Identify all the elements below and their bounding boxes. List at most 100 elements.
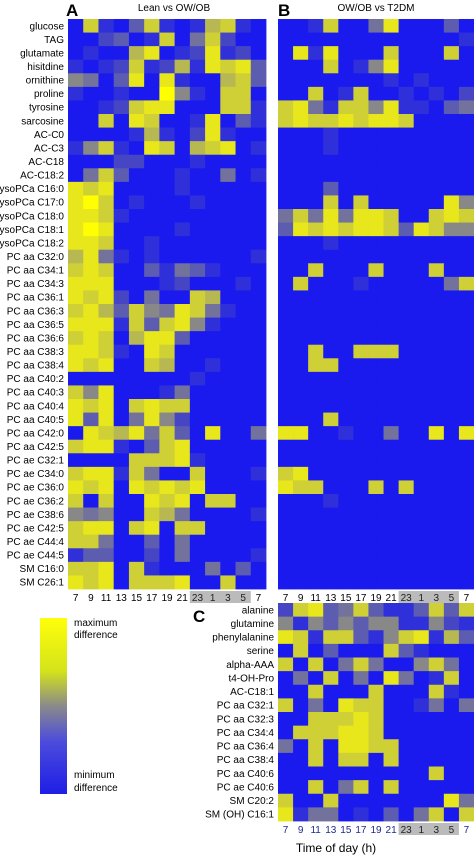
panel-c-cell-pc-aa-c34-4-t13 xyxy=(323,725,339,740)
panel-b-cell-lysopca-c16-0-t11 xyxy=(308,181,324,196)
panel-a-cell-sm-c26-1-t5 xyxy=(235,575,252,590)
panel-a-cell-pc-aa-c36-5-t19 xyxy=(159,317,176,332)
panel-a-row-label-pc-aa-c38-4: PC aa C38:4 xyxy=(7,361,65,372)
panel-a-cell-pc-aa-c42-5-t7-end xyxy=(250,439,267,454)
panel-c-cell-pc-aa-c36-4-t17 xyxy=(353,739,369,754)
panel-b-cell-pc-aa-c36-5-t19 xyxy=(368,317,384,332)
panel-a-row-label-pc-aa-c40-2: PC aa C40:2 xyxy=(7,374,65,385)
panel-c-cell-glutamine-t1 xyxy=(413,616,430,631)
panel-b-cell-pc-aa-c42-0-t9 xyxy=(293,426,309,441)
panel-b-cell-tyrosine-t11 xyxy=(308,100,324,115)
panel-a-cell-sm-c26-1-t17 xyxy=(144,575,160,590)
panel-a-row-label-lysopca-c18-2: lysoPCa C18:2 xyxy=(0,238,64,249)
panel-a-cell-pc-aa-c40-2-t17 xyxy=(144,371,160,386)
panel-b-cell-glutamate-t11 xyxy=(308,46,324,61)
panel-b-cell-pc-aa-c42-0-t23 xyxy=(398,426,415,441)
panel-b-cell-tyrosine-t9 xyxy=(293,100,309,115)
panel-b-cell-ac-c3-t21 xyxy=(383,141,400,156)
panel-a-cell-pc-ae-c36-2-t15 xyxy=(128,494,145,508)
panel-a-row-label-ac-c18-2: AC-C18:2 xyxy=(20,171,64,182)
panel-b-cell-ac-c3-t15 xyxy=(338,141,354,156)
panel-a-cell-pc-aa-c40-2-t7 xyxy=(68,371,84,386)
panel-a-cell-pc-aa-c36-1-t13 xyxy=(113,290,130,305)
panel-c-cell-pc-aa-c36-4-t11 xyxy=(308,739,324,754)
panel-c-cell-t4-oh-pro-t5 xyxy=(443,671,460,686)
panel-c-cell-ac-c18-1-t23 xyxy=(398,684,415,699)
panel-b-cell-tag-t5 xyxy=(443,32,460,47)
panel-a-cell-lysopca-c18-0-t23 xyxy=(189,209,206,223)
panel-b-cell-pc-aa-c36-6-t1 xyxy=(413,331,430,346)
panel-b-cell-ornithine-t13 xyxy=(323,73,339,88)
panel-b-cell-pc-aa-c36-3-t9 xyxy=(293,304,309,318)
panel-b-cell-pc-aa-c36-6-t3 xyxy=(428,331,445,346)
panel-a-cell-pc-ae-c44-4-t13 xyxy=(113,534,130,549)
panel-a-cell-pc-aa-c36-6-t3 xyxy=(220,331,236,346)
panel-c-cell-pc-aa-c36-4-t5 xyxy=(443,739,460,754)
panel-b-cell-pc-aa-c42-5-t3 xyxy=(428,439,445,454)
panel-b-cell-pc-ae-c32-1-t19 xyxy=(368,453,384,468)
panel-b-x-tick-3: 13 xyxy=(325,593,337,604)
panel-a-cell-ac-c0-t3 xyxy=(220,127,236,142)
panel-a-cell-ac-c3-t5 xyxy=(235,141,252,156)
panel-a-cell-pc-aa-c34-3-t15 xyxy=(128,276,145,291)
panel-b-cell-tag-t7-end xyxy=(458,32,474,47)
panel-b-cell-glucose-t19 xyxy=(368,19,384,33)
panel-a-cell-tyrosine-t13 xyxy=(113,100,130,115)
panel-a-cell-pc-ae-c38-6-t23 xyxy=(189,507,206,522)
panel-b-cell-ac-c0-t5 xyxy=(443,127,460,142)
panel-b-cell-pc-ae-c44-4-t1 xyxy=(413,534,430,549)
panel-a-cell-pc-ae-c44-5-t7-end xyxy=(250,548,267,563)
panel-a-cell-ornithine-t13 xyxy=(113,73,130,88)
panel-a-cell-ornithine-t11 xyxy=(98,73,115,88)
panel-b-cell-ac-c18-2-t19 xyxy=(368,168,384,183)
panel-a-cell-pc-aa-c36-1-t17 xyxy=(144,290,160,305)
panel-c-night-band xyxy=(398,823,459,835)
panel-a-cell-pc-ae-c34-0-t19 xyxy=(159,466,176,481)
panel-a-cell-ac-c18-t1 xyxy=(205,154,221,169)
panel-a-cell-lysopca-c18-2-t7 xyxy=(68,236,84,251)
panel-a-cell-pc-aa-c40-3-t1 xyxy=(205,385,221,400)
panel-b-cell-pc-aa-c36-3-t7 xyxy=(278,304,294,318)
panel-a-cell-pc-aa-c40-3-t5 xyxy=(235,385,252,400)
panel-b-cell-pc-ae-c42-5-t7 xyxy=(278,521,294,536)
panel-a-cell-pc-aa-c36-3-t13 xyxy=(113,304,130,318)
panel-b-cell-proline-t9 xyxy=(293,86,309,101)
panel-c-cell-glutamine-t7-end xyxy=(458,616,474,631)
panel-c-cell-ac-c18-1-t5 xyxy=(443,684,460,699)
panel-c-cell-pc-aa-c32-1-t15 xyxy=(338,698,354,713)
panel-a-cell-pc-aa-c38-3-t3 xyxy=(220,344,236,359)
panel-a-cell-pc-aa-c36-5-t1 xyxy=(205,317,221,332)
panel-a-row-label-pc-aa-c42-5: PC aa C42:5 xyxy=(7,442,65,453)
panel-a-cell-proline-t17 xyxy=(144,86,160,101)
panel-a-cell-pc-ae-c44-5-t11 xyxy=(98,548,115,563)
panel-b-cell-pc-ae-c36-2-t5 xyxy=(443,494,460,508)
panel-b-cell-pc-aa-c36-6-t17 xyxy=(353,331,369,346)
panel-b-cell-pc-ae-c36-0-t7 xyxy=(278,480,294,495)
panel-b-cell-lysopca-c17-0-t1 xyxy=(413,195,430,210)
panel-b-cell-lysopca-c18-1-t9 xyxy=(293,222,309,237)
panel-a-night-band xyxy=(189,591,251,603)
panel-b-cell-pc-aa-c38-4-t23 xyxy=(398,358,415,373)
panel-a-cell-pc-ae-c36-0-t19 xyxy=(159,480,176,495)
panel-a-cell-ac-c18-t23 xyxy=(189,154,206,169)
panel-b-cell-ac-c18-2-t5 xyxy=(443,168,460,183)
panel-b-cell-pc-ae-c44-5-t23 xyxy=(398,548,415,563)
panel-b-cell-ac-c0-t11 xyxy=(308,127,324,142)
panel-b-cell-ac-c0-t17 xyxy=(353,127,369,142)
panel-b-cell-pc-aa-c40-4-t7 xyxy=(278,399,294,413)
panel-b-cell-proline-t5 xyxy=(443,86,460,101)
panel-a-cell-sm-c16-0-t17 xyxy=(144,561,160,576)
panel-c-cell-glutamine-t23 xyxy=(398,616,415,631)
panel-a-cell-pc-aa-c36-1-t21 xyxy=(174,290,191,305)
panel-c-x-tick-2: 11 xyxy=(310,825,321,836)
panel-a-cell-pc-aa-c38-4-t15 xyxy=(128,358,145,373)
panel-a-cell-sm-c16-0-t7 xyxy=(68,561,84,576)
panel-c-cell-ac-c18-1-t1 xyxy=(413,684,430,699)
panel-a-cell-pc-aa-c32-0-t9 xyxy=(83,249,99,264)
panel-b-cell-tag-t15 xyxy=(338,32,354,47)
panel-c-cell-sm-oh-c16-1-t15 xyxy=(338,807,354,822)
panel-b-x-tick-9: 1 xyxy=(418,593,424,604)
panel-a-cell-glutamate-t21 xyxy=(174,46,191,61)
panel-b-cell-pc-ae-c42-5-t3 xyxy=(428,521,445,536)
panel-c-cell-ac-c18-1-t3 xyxy=(428,684,445,699)
